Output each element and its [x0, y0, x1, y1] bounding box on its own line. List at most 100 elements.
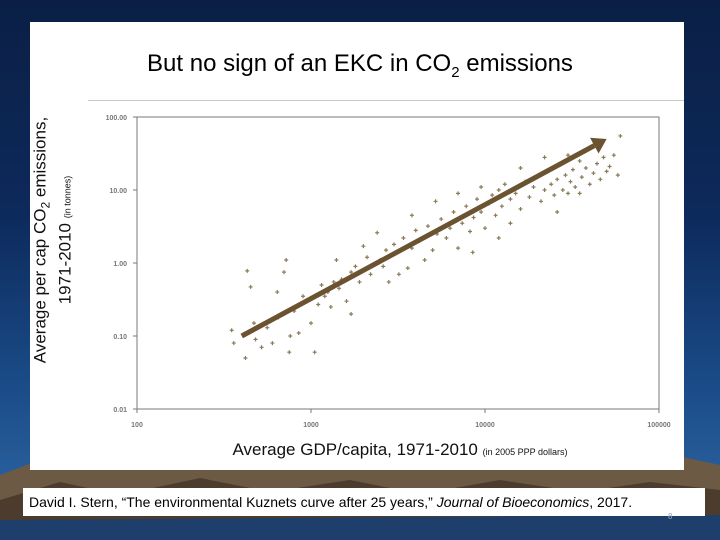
data-point [508, 197, 513, 202]
data-point [542, 155, 547, 160]
data-point [594, 161, 599, 166]
data-point [479, 209, 484, 214]
data-point [430, 248, 435, 253]
data-point [439, 217, 444, 222]
data-point [604, 169, 609, 174]
data-point [444, 236, 449, 241]
data-point [518, 166, 523, 171]
y-tick-label: 100.00 [106, 115, 128, 122]
data-point [518, 206, 523, 211]
data-point [475, 197, 480, 202]
data-point [468, 229, 473, 234]
data-point [483, 226, 487, 231]
trend-arrow-head [590, 137, 607, 154]
data-point [386, 279, 391, 284]
data-point [598, 177, 603, 182]
data-point [344, 299, 349, 304]
data-point [573, 184, 578, 189]
x-axis-unit: (in 2005 PPP dollars) [482, 447, 568, 457]
data-point [425, 224, 430, 229]
data-point [579, 175, 584, 180]
data-point [607, 164, 612, 169]
data-point [368, 272, 373, 277]
data-point [496, 188, 501, 192]
data-point [555, 209, 560, 214]
data-point [248, 284, 253, 289]
x-tick-label: 100000 [647, 422, 670, 429]
title-divider [88, 100, 684, 101]
data-point [502, 182, 507, 187]
y-tick-label: 0.01 [113, 407, 127, 414]
data-point [349, 270, 354, 275]
data-point [527, 195, 532, 200]
data-point [577, 191, 582, 196]
data-point [384, 248, 389, 253]
data-point [243, 355, 248, 360]
data-point [566, 153, 571, 158]
data-point [555, 177, 560, 182]
data-point [433, 199, 438, 204]
data-point [479, 184, 484, 189]
data-point [396, 272, 401, 277]
data-point [316, 302, 321, 307]
data-point [542, 188, 547, 192]
data-point [270, 341, 275, 346]
data-point [392, 242, 397, 247]
data-point [460, 221, 465, 226]
data-point [288, 334, 293, 338]
data-point [357, 279, 362, 284]
citation-journal: Journal of Bioeconomics [436, 494, 590, 510]
data-point [490, 193, 495, 198]
slide-panel [30, 22, 684, 470]
data-point [331, 279, 336, 284]
data-point [381, 264, 386, 269]
data-point [539, 199, 544, 204]
data-point [531, 184, 536, 189]
data-point [319, 282, 324, 287]
x-axis-label: Average GDP/capita, 1971-2010 (in 2005 P… [232, 440, 568, 459]
data-point [251, 321, 256, 326]
data-point [328, 304, 333, 309]
data-point [334, 257, 339, 262]
data-point [322, 294, 327, 299]
data-point [615, 173, 620, 178]
data-point [375, 230, 380, 235]
data-point [601, 155, 606, 160]
data-point [265, 325, 270, 330]
data-point [284, 257, 289, 262]
data-point [552, 193, 557, 198]
data-point [229, 328, 234, 333]
y-tick-label: 1.00 [113, 261, 127, 268]
data-point [470, 250, 475, 255]
slide-title: But no sign of an EKC in CO2 emissions [147, 50, 573, 81]
data-point [549, 182, 554, 187]
x-tick-label: 100 [131, 422, 143, 429]
data-point [456, 246, 461, 251]
data-point [508, 221, 513, 226]
data-point [422, 257, 427, 262]
data-point [513, 191, 518, 196]
x-tick-label: 1000 [303, 422, 319, 429]
data-point [245, 268, 250, 273]
citation-bar: David I. Stern, “The environmental Kuzne… [23, 488, 705, 516]
x-tick-label: 10000 [475, 422, 495, 429]
data-point [259, 345, 264, 350]
data-point [413, 228, 418, 233]
data-point [409, 213, 414, 218]
data-point [353, 264, 358, 269]
data-point [309, 321, 313, 326]
data-point [287, 350, 292, 355]
data-point [365, 255, 370, 260]
data-point [587, 182, 592, 187]
data-point [618, 133, 623, 138]
data-point [361, 244, 366, 249]
data-point [464, 204, 469, 209]
data-point [253, 337, 258, 342]
data-point [312, 350, 317, 355]
data-point [337, 286, 342, 291]
data-point [493, 213, 498, 218]
data-point [591, 171, 596, 176]
data-point [499, 204, 504, 209]
data-point [611, 153, 616, 158]
